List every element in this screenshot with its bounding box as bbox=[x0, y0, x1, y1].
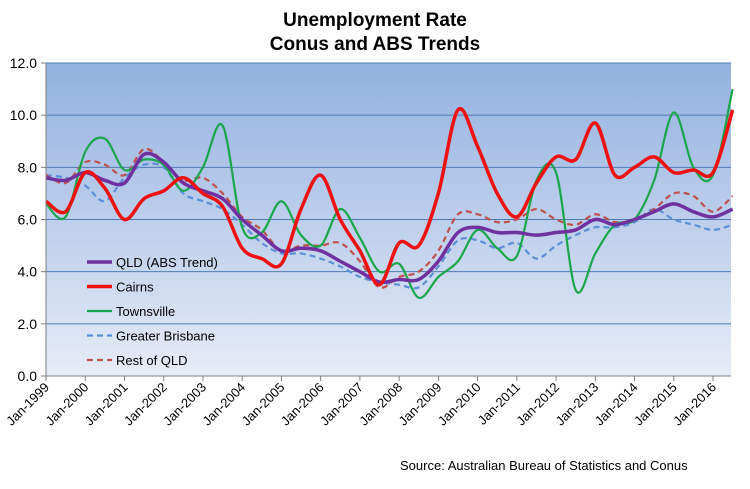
series-line-qld-abs-trend- bbox=[45, 151, 734, 285]
y-tick-label: 10.0 bbox=[10, 107, 37, 123]
y-tick-label: 4.0 bbox=[18, 264, 38, 280]
series-line-greater-brisbane bbox=[45, 162, 733, 290]
y-tick-label: 2.0 bbox=[18, 316, 38, 332]
legend-label: Townsville bbox=[116, 304, 175, 319]
x-tick-label: Jan-2016 bbox=[670, 380, 719, 429]
x-tick-label: Jan-2010 bbox=[435, 380, 484, 429]
y-tick-label: 12.0 bbox=[10, 55, 37, 71]
y-tick-label: 6.0 bbox=[18, 212, 38, 228]
legend-label: Rest of QLD bbox=[116, 353, 188, 368]
y-tick-label: 0.0 bbox=[18, 368, 38, 384]
series-line-rest-of-qld bbox=[45, 147, 734, 289]
y-tick-label: 8.0 bbox=[18, 159, 38, 175]
chart-title: Unemployment Rate bbox=[283, 10, 467, 31]
legend-label: Cairns bbox=[116, 280, 154, 295]
legend-label: Greater Brisbane bbox=[116, 329, 215, 344]
series-line-cairns bbox=[44, 106, 735, 287]
chart-subtitle: Conus and ABS Trends bbox=[269, 34, 481, 55]
legend-label: QLD (ABS Trend) bbox=[116, 255, 218, 270]
source-note: Source: Australian Bureau of Statistics … bbox=[400, 458, 688, 473]
